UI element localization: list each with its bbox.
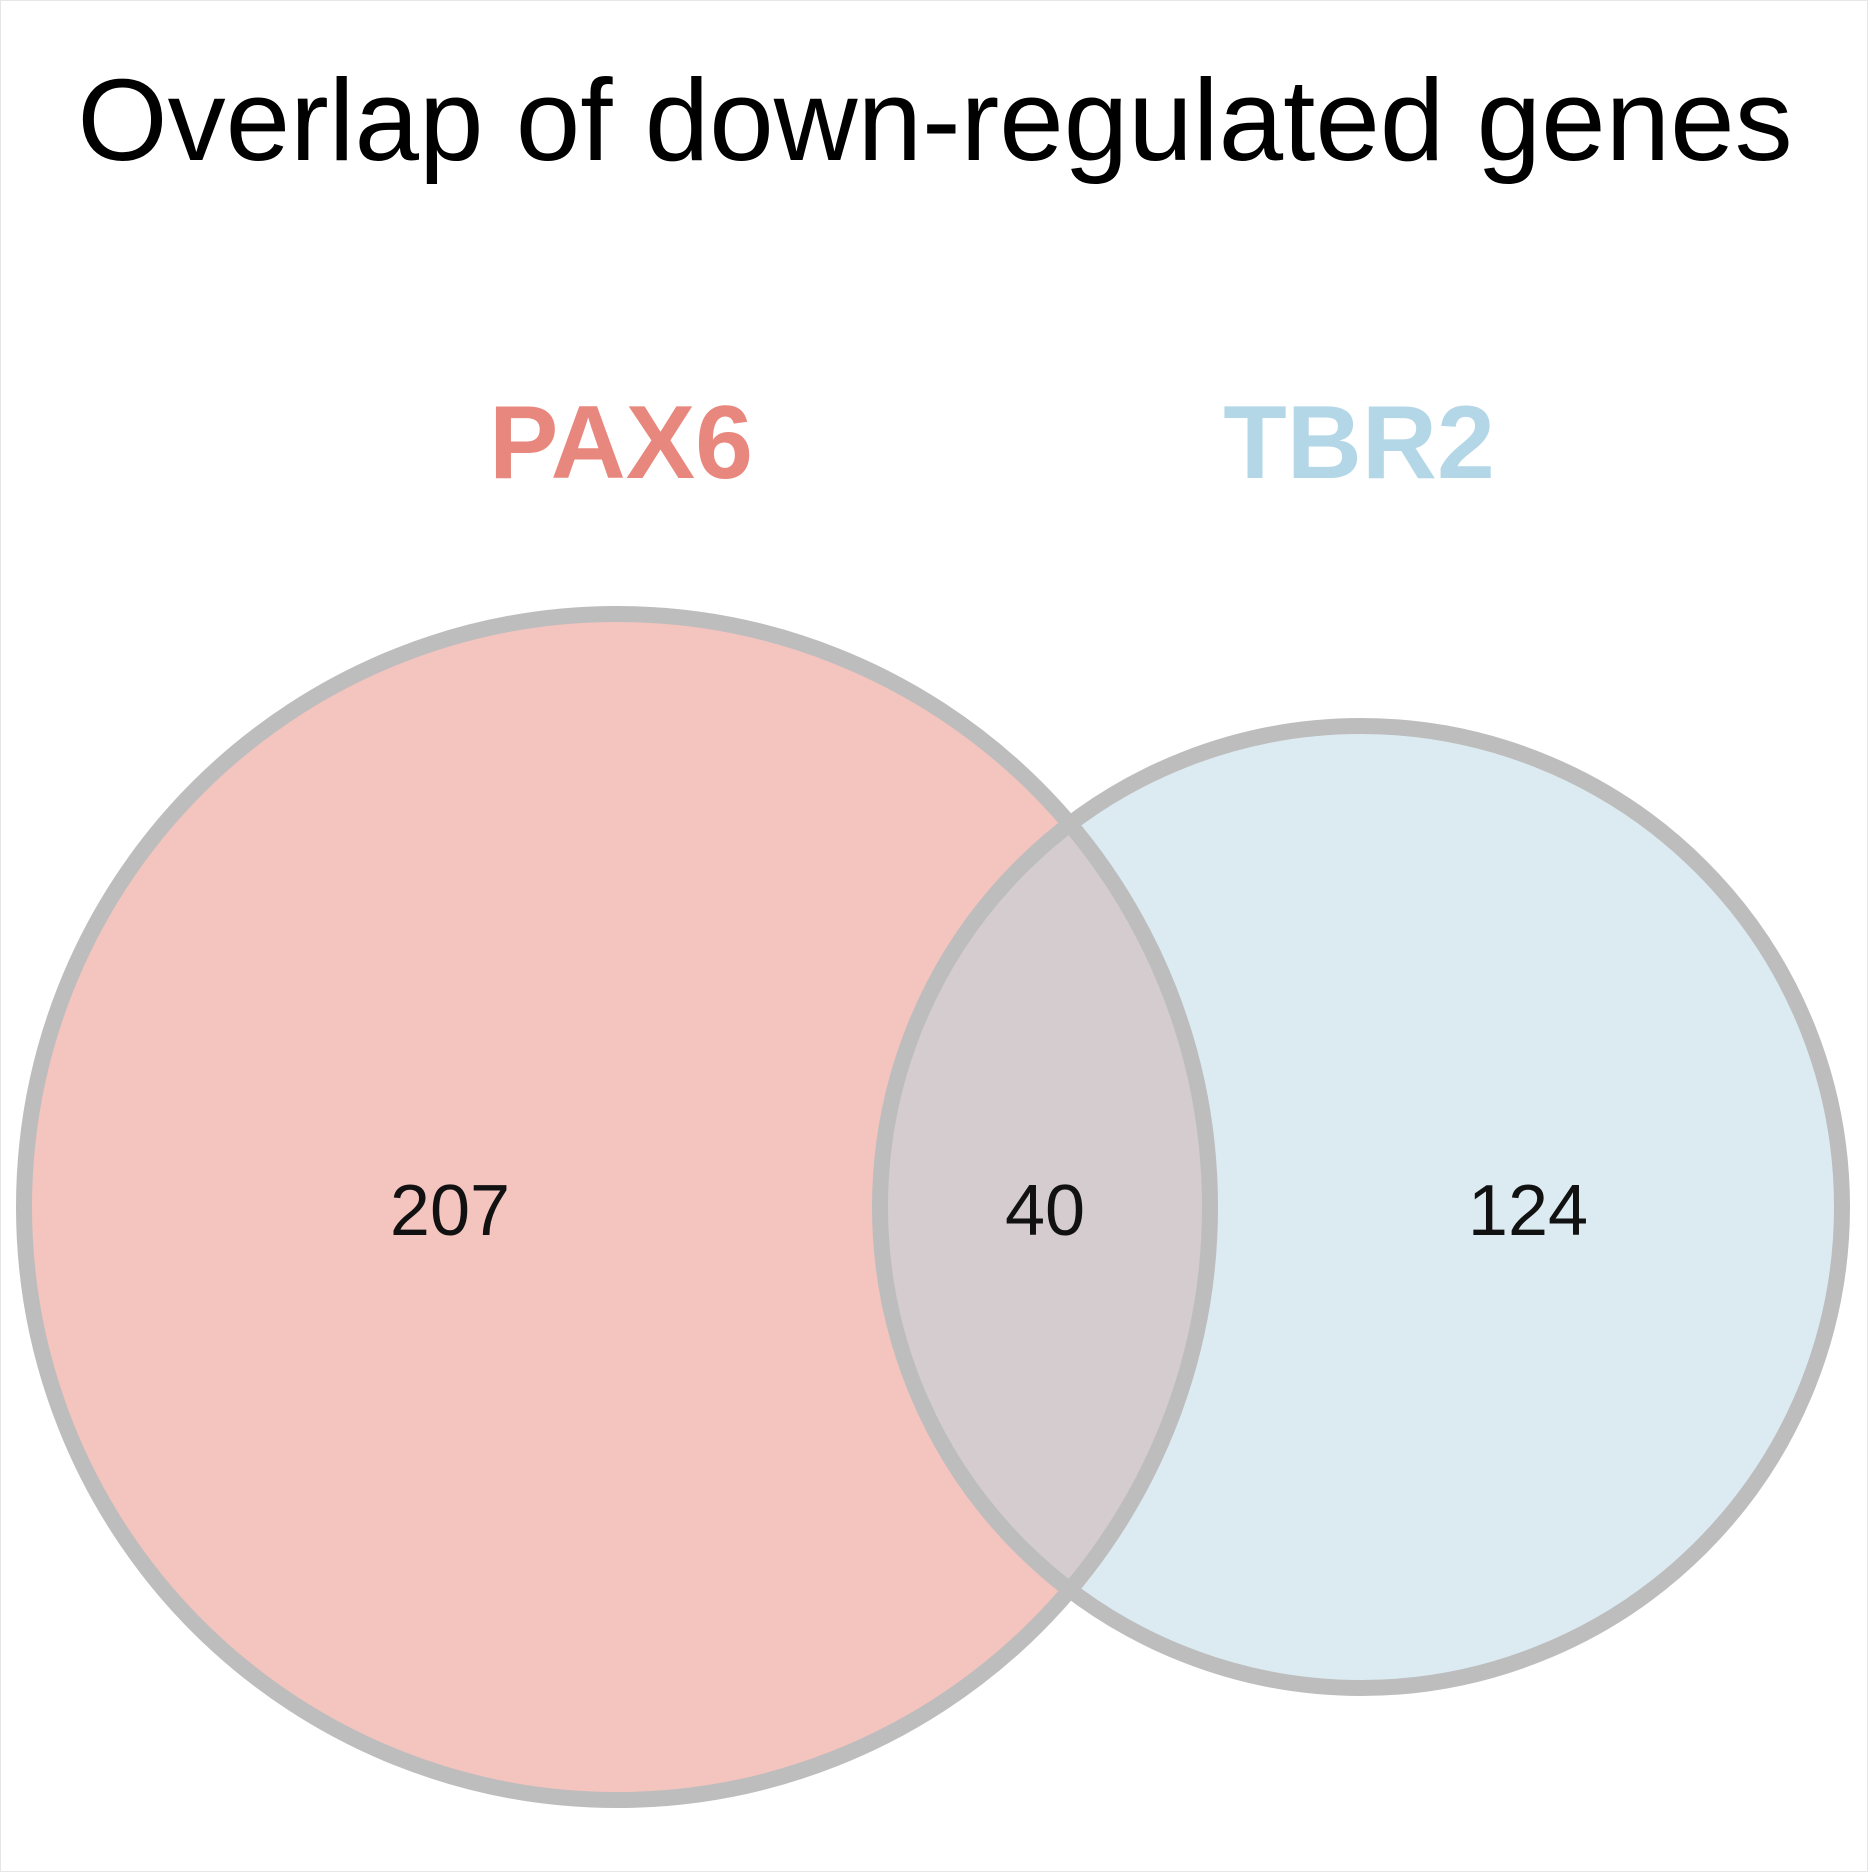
set-label-tbr2: TBR2 bbox=[1223, 385, 1495, 501]
set-label-pax6: PAX6 bbox=[489, 385, 753, 501]
outline-tbr2 bbox=[872, 718, 1850, 1696]
count-tbr2-only: 124 bbox=[1468, 1171, 1588, 1251]
count-pax6-only: 207 bbox=[390, 1171, 510, 1251]
set-circle-pax6 bbox=[24, 614, 1210, 1800]
count-overlap: 40 bbox=[1005, 1171, 1085, 1251]
diagram-title: Overlap of down-regulated genes bbox=[77, 55, 1792, 185]
outline-pax6 bbox=[16, 606, 1218, 1808]
overlap-region bbox=[880, 726, 1210, 1688]
